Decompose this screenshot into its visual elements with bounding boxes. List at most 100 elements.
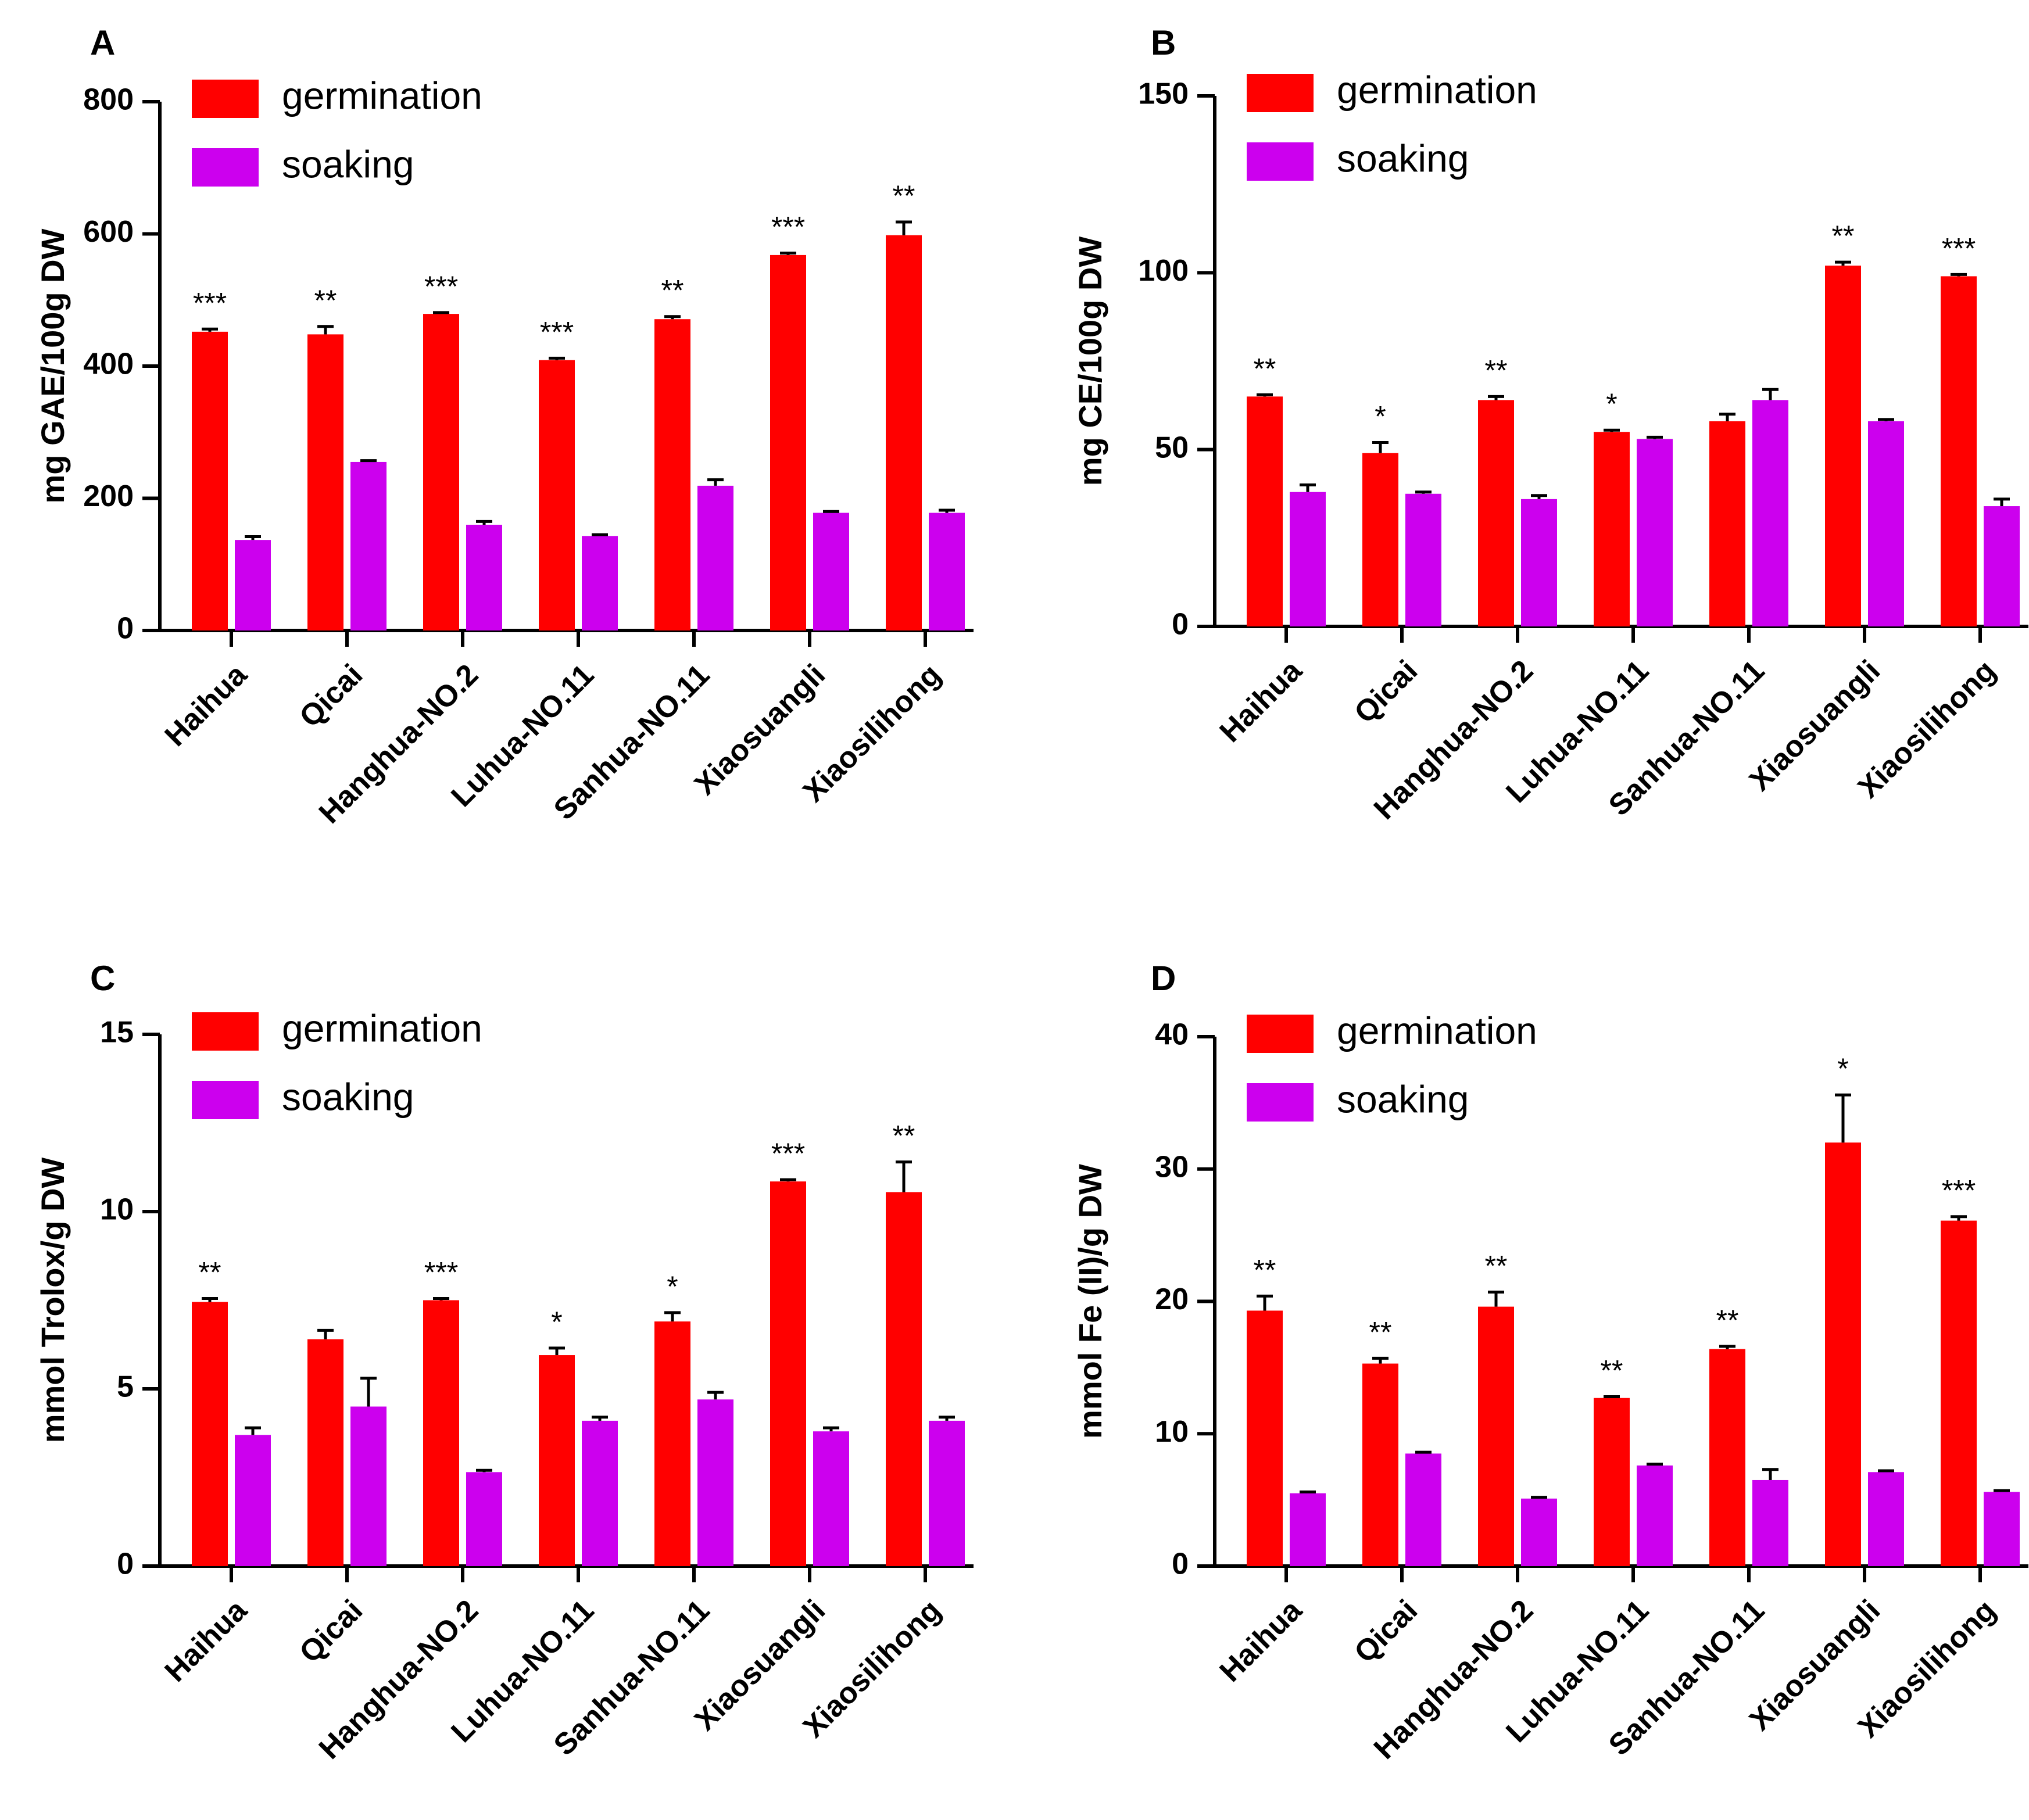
y-axis-label: mmol Fe (II)/g DW (1072, 1164, 1108, 1439)
bar-germination-7 (1941, 276, 1977, 626)
bar-soaking-6 (813, 1431, 849, 1566)
legend-swatch-soaking (192, 1081, 259, 1119)
y-tick-label: 200 (83, 479, 134, 513)
y-tick-label: 100 (1138, 254, 1189, 288)
bar-germination-6 (770, 1181, 806, 1566)
y-tick-label: 600 (83, 215, 134, 249)
bar-soaking-2 (1405, 1453, 1441, 1566)
bar-soaking-6 (1868, 421, 1904, 626)
bar-germination-6 (1825, 1142, 1861, 1566)
y-axis-label: mg GAE/100g DW (34, 228, 71, 503)
bar-soaking-5 (1752, 400, 1788, 626)
y-tick-label: 0 (1172, 1547, 1189, 1581)
significance-label: *** (424, 270, 458, 303)
legend-label-soaking: soaking (282, 1075, 414, 1118)
y-tick-label: 10 (1155, 1415, 1189, 1449)
significance-label: * (551, 1306, 562, 1338)
bar-germination-5 (654, 1321, 690, 1566)
bar-soaking-7 (1984, 506, 2020, 626)
significance-label: ** (1485, 354, 1508, 386)
bar-soaking-3 (1521, 1498, 1557, 1566)
legend-swatch-germination (1247, 74, 1314, 112)
significance-label: ** (314, 284, 337, 317)
legend-swatch-germination (192, 80, 259, 118)
bar-soaking-1 (1290, 492, 1326, 626)
bar-soaking-1 (235, 1435, 271, 1566)
significance-label: ** (893, 1120, 915, 1152)
bar-soaking-1 (1290, 1493, 1326, 1566)
bar-germination-5 (1709, 1349, 1745, 1566)
bar-soaking-5 (1752, 1479, 1788, 1566)
bar-germination-2 (1362, 453, 1398, 626)
bar-soaking-7 (929, 1420, 965, 1566)
significance-label: * (1837, 1052, 1848, 1085)
legend-swatch-soaking (192, 148, 259, 187)
bar-germination-2 (307, 1339, 343, 1566)
legend-label-soaking: soaking (1337, 1077, 1469, 1120)
y-tick-label: 10 (100, 1193, 134, 1227)
bar-germination-7 (886, 235, 922, 630)
significance-label: ** (661, 274, 684, 307)
bar-soaking-7 (929, 513, 965, 630)
bar-germination-2 (307, 334, 343, 630)
y-tick-label: 30 (1155, 1150, 1189, 1184)
significance-label: ** (1369, 1316, 1392, 1348)
bar-germination-1 (1247, 1310, 1283, 1566)
bar-germination-4 (539, 1355, 575, 1566)
legend-swatch-soaking (1247, 142, 1314, 181)
y-tick-label: 800 (83, 83, 134, 117)
significance-label: ** (893, 180, 915, 212)
bar-soaking-4 (1637, 1465, 1673, 1566)
y-tick-label: 0 (117, 612, 134, 646)
significance-label: ** (1254, 352, 1276, 385)
significance-label: *** (540, 316, 574, 348)
y-tick-label: 0 (117, 1547, 134, 1581)
legend-label-germination: germination (282, 1006, 482, 1049)
y-tick-label: 20 (1155, 1282, 1189, 1316)
significance-label: ** (199, 1256, 221, 1288)
y-axis-label: mmol Trolox/g DW (34, 1158, 71, 1443)
bar-soaking-3 (466, 1472, 502, 1566)
bar-soaking-2 (1405, 493, 1441, 626)
significance-label: * (667, 1270, 678, 1303)
significance-label: * (1375, 400, 1386, 432)
bar-germination-4 (1594, 432, 1630, 626)
bar-germination-2 (1362, 1363, 1398, 1566)
significance-label: ** (1254, 1253, 1276, 1286)
legend-label-germination: germination (1337, 68, 1537, 111)
significance-label: *** (1942, 232, 1976, 264)
y-axis-label: mg CE/100g DW (1072, 237, 1108, 486)
bar-germination-1 (192, 1302, 228, 1566)
bar-soaking-5 (697, 1399, 733, 1566)
legend-swatch-germination (1247, 1015, 1314, 1053)
significance-label: * (1606, 388, 1617, 420)
bar-soaking-1 (235, 540, 271, 630)
significance-label: *** (1942, 1174, 1976, 1207)
significance-label: *** (771, 210, 805, 243)
bar-germination-1 (192, 331, 228, 630)
bar-germination-5 (1709, 421, 1745, 626)
bar-soaking-4 (582, 536, 618, 630)
legend-label-germination: germination (1337, 1009, 1537, 1052)
panel-letter: D (1151, 959, 1176, 998)
legend-label-soaking: soaking (282, 142, 414, 185)
y-tick-label: 150 (1138, 77, 1189, 111)
bar-soaking-3 (466, 525, 502, 630)
legend-swatch-soaking (1247, 1083, 1314, 1122)
legend-swatch-germination (192, 1012, 259, 1051)
bar-germination-3 (1478, 400, 1514, 626)
y-tick-label: 5 (117, 1370, 134, 1404)
bar-soaking-5 (697, 485, 733, 630)
bar-germination-6 (770, 255, 806, 630)
significance-label: *** (771, 1137, 805, 1170)
y-tick-label: 400 (83, 347, 134, 381)
bar-soaking-6 (813, 513, 849, 630)
bar-germination-5 (654, 319, 690, 630)
significance-label: ** (1601, 1354, 1623, 1387)
bar-germination-4 (539, 360, 575, 630)
significance-label: *** (193, 286, 227, 319)
bar-germination-7 (1941, 1220, 1977, 1566)
legend-label-soaking: soaking (1337, 137, 1469, 180)
y-tick-label: 40 (1155, 1018, 1189, 1052)
